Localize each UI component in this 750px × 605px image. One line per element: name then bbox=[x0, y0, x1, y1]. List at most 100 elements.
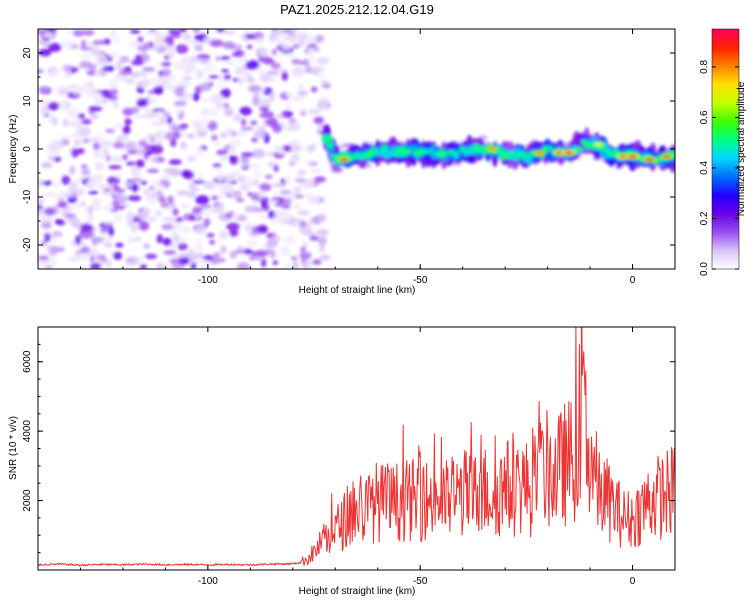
noise-blob bbox=[103, 188, 111, 193]
noise-blob bbox=[215, 55, 221, 62]
noise-blob bbox=[108, 227, 114, 237]
noise-blob bbox=[80, 246, 91, 254]
snr-x-axis-label: Height of straight line (km) bbox=[299, 586, 416, 597]
noise-blob bbox=[168, 159, 182, 165]
noise-blob bbox=[72, 85, 82, 95]
noise-blob bbox=[254, 129, 260, 140]
noise-blob bbox=[240, 118, 247, 127]
noise-blob bbox=[192, 186, 200, 192]
noise-blob bbox=[174, 86, 185, 97]
noise-blob bbox=[194, 253, 206, 259]
colorbar: 0.0 0.2 0.4 0.6 0.8 Normalized spectral ampl… bbox=[699, 28, 747, 276]
noise-blob bbox=[122, 125, 131, 135]
noise-blob bbox=[163, 216, 177, 222]
noise-blob bbox=[182, 60, 196, 68]
noise-blob bbox=[38, 48, 52, 57]
noise-blob bbox=[38, 259, 48, 269]
noise-blob bbox=[125, 256, 140, 266]
noise-blob bbox=[162, 67, 172, 76]
noise-blob bbox=[115, 172, 121, 179]
noise-blob bbox=[256, 37, 264, 44]
ridge-blob bbox=[424, 148, 434, 155]
noise-blob bbox=[194, 214, 200, 219]
noise-blob bbox=[87, 250, 99, 259]
noise-blob bbox=[304, 179, 315, 189]
noise-blob bbox=[212, 163, 222, 168]
noise-blob bbox=[154, 210, 163, 217]
noise-blob bbox=[195, 195, 210, 205]
noise-blob bbox=[184, 93, 193, 99]
noise-blob bbox=[91, 201, 101, 211]
colorbar-label: Normalized spectral amplitude bbox=[736, 81, 747, 216]
noise-blob bbox=[92, 173, 104, 183]
noise-blob bbox=[105, 154, 111, 162]
ridge-blob bbox=[396, 146, 407, 153]
noise-blob bbox=[68, 255, 80, 262]
noise-blob bbox=[91, 236, 98, 246]
noise-blob bbox=[269, 249, 276, 259]
noise-blob bbox=[253, 255, 262, 261]
noise-blob bbox=[188, 247, 195, 258]
noise-blob bbox=[132, 183, 139, 193]
noise-blob bbox=[255, 250, 268, 258]
noise-blob bbox=[123, 182, 134, 187]
noise-blob bbox=[216, 149, 228, 156]
noise-blob bbox=[116, 194, 128, 203]
ridge-peak-core bbox=[534, 151, 544, 155]
noise-blob bbox=[168, 52, 175, 59]
noise-blob bbox=[239, 106, 252, 116]
noise-blob bbox=[246, 44, 253, 50]
colorbar-tick-label: 0.6 bbox=[699, 110, 710, 124]
noise-blob bbox=[195, 244, 203, 255]
snr-y-tick-label: 6000 bbox=[22, 350, 33, 373]
noise-blob bbox=[314, 176, 327, 183]
noise-blob bbox=[144, 133, 158, 141]
noise-blob bbox=[160, 175, 171, 181]
noise-blob bbox=[216, 29, 226, 33]
noise-blob bbox=[223, 74, 232, 80]
noise-blob bbox=[138, 221, 150, 231]
noise-blob bbox=[227, 147, 237, 155]
colorbar-tick-label: 0.2 bbox=[699, 211, 710, 225]
noise-blob bbox=[87, 137, 100, 142]
noise-blob bbox=[278, 245, 291, 254]
spectrogram-x-axis-label: Height of straight line (km) bbox=[299, 285, 416, 296]
noise-blob bbox=[137, 45, 149, 52]
noise-blob bbox=[52, 117, 58, 126]
noise-blob bbox=[127, 195, 142, 202]
noise-blob bbox=[233, 249, 245, 254]
noise-blob bbox=[94, 53, 102, 59]
noise-blob bbox=[158, 183, 165, 189]
noise-blob bbox=[317, 213, 327, 222]
noise-blob bbox=[79, 60, 92, 69]
noise-blob bbox=[290, 256, 298, 261]
noise-blob bbox=[76, 148, 85, 155]
noise-blob bbox=[108, 51, 121, 59]
noise-blob bbox=[129, 29, 141, 34]
noise-blob bbox=[48, 101, 60, 111]
noise-blob bbox=[229, 155, 239, 165]
noise-blob bbox=[105, 203, 114, 210]
noise-blob bbox=[245, 60, 260, 70]
noise-blob bbox=[319, 231, 329, 237]
colorbar-gradient bbox=[712, 29, 739, 269]
noise-blob bbox=[175, 44, 189, 54]
spectrogram-x-tick-label: -100 bbox=[198, 275, 218, 286]
ridge-peak-core bbox=[662, 154, 671, 159]
spectrogram-y-tick-label: 10 bbox=[22, 95, 33, 107]
noise-blob bbox=[292, 63, 303, 68]
noise-blob bbox=[80, 164, 88, 169]
noise-blob bbox=[314, 127, 326, 131]
noise-blob bbox=[259, 105, 270, 112]
noise-blob bbox=[238, 182, 253, 187]
noise-blob bbox=[272, 191, 281, 196]
noise-blob bbox=[195, 44, 204, 52]
noise-blob bbox=[39, 192, 49, 198]
noise-blob bbox=[112, 38, 122, 43]
ridge-blob bbox=[404, 148, 412, 155]
snr-y-axis-label: SNR (10 * v/v) bbox=[8, 416, 19, 480]
noise-blob bbox=[277, 146, 284, 155]
noise-blob bbox=[224, 174, 235, 183]
noise-blob bbox=[87, 213, 94, 223]
